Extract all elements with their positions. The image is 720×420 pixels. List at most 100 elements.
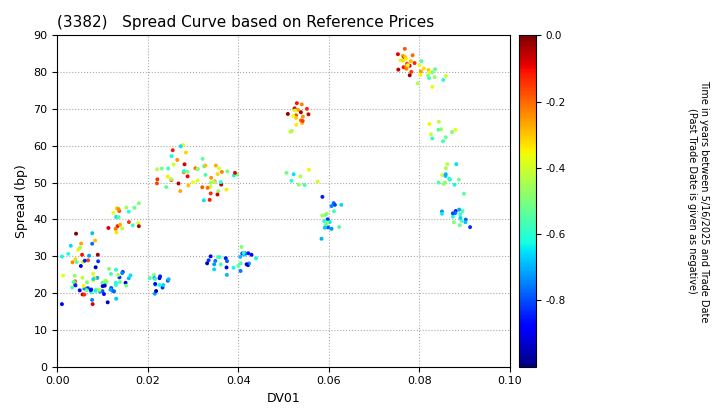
Point [405, 58, 417, 65]
Point [321, 210, 333, 217]
Point [65, 242, 76, 249]
Point [68, 278, 79, 285]
Point [228, 265, 239, 271]
Point [178, 169, 189, 176]
Point [114, 279, 125, 286]
Point [404, 62, 415, 69]
Point [67, 259, 78, 265]
Point [205, 174, 217, 181]
Point [433, 118, 445, 125]
Point [84, 252, 95, 259]
Point [161, 184, 172, 190]
Point [168, 161, 179, 168]
Point [317, 194, 328, 200]
Point [295, 109, 307, 116]
Point [436, 208, 448, 215]
Point [212, 191, 223, 198]
Point [107, 288, 119, 294]
Point [447, 210, 459, 217]
Point [171, 157, 183, 163]
Point [235, 268, 246, 274]
Point [75, 262, 86, 269]
Point [120, 282, 132, 289]
Point [454, 222, 466, 228]
Point [87, 301, 99, 307]
Point [149, 281, 161, 287]
Point [71, 259, 82, 265]
Point [98, 291, 109, 297]
Point [90, 264, 102, 270]
Point [187, 179, 199, 186]
Point [318, 218, 330, 224]
Point [284, 129, 296, 135]
Point [238, 250, 250, 257]
Point [392, 51, 404, 58]
Point [215, 179, 227, 186]
Point [312, 178, 323, 185]
Point [163, 276, 174, 283]
Point [444, 176, 456, 183]
Point [144, 275, 156, 281]
Point [458, 190, 469, 197]
Point [301, 105, 312, 112]
Point [167, 147, 179, 154]
Point [113, 206, 125, 213]
Point [178, 168, 189, 174]
Point [449, 181, 460, 188]
Point [192, 165, 204, 172]
Point [454, 206, 465, 213]
Point [99, 282, 110, 289]
Point [210, 257, 221, 264]
Point [125, 272, 136, 279]
Point [433, 126, 444, 133]
Point [336, 202, 347, 208]
Point [282, 110, 294, 117]
Point [303, 166, 315, 173]
Point [74, 244, 86, 251]
Point [216, 168, 228, 175]
Point [400, 55, 412, 62]
Point [299, 182, 310, 189]
Point [205, 179, 217, 186]
Point [451, 161, 462, 168]
Point [78, 285, 90, 292]
Point [111, 229, 122, 236]
Point [81, 287, 92, 294]
Point [399, 54, 410, 60]
Point [56, 301, 68, 307]
Point [70, 256, 81, 262]
Point [429, 66, 441, 73]
Point [91, 274, 103, 281]
Point [286, 177, 297, 184]
Point [433, 179, 444, 186]
Point [117, 269, 128, 276]
Point [464, 224, 476, 231]
Point [162, 277, 174, 284]
Point [166, 177, 177, 184]
Point [127, 222, 138, 228]
Point [438, 76, 449, 83]
Point [149, 276, 161, 282]
Point [400, 66, 412, 72]
Point [81, 279, 93, 286]
Point [415, 71, 426, 78]
Point [150, 288, 162, 294]
Point [162, 173, 174, 180]
Point [229, 170, 240, 176]
Point [123, 219, 135, 226]
Point [323, 224, 334, 231]
Point [454, 211, 466, 218]
Point [400, 53, 411, 60]
Point [153, 282, 165, 289]
Point [289, 105, 300, 112]
Point [192, 166, 204, 173]
Point [212, 254, 223, 260]
Point [86, 286, 97, 293]
Point [288, 171, 300, 178]
Point [333, 224, 345, 231]
Point [322, 216, 333, 223]
Point [156, 165, 168, 172]
Point [415, 58, 427, 64]
Point [110, 226, 122, 232]
Point [97, 283, 109, 289]
